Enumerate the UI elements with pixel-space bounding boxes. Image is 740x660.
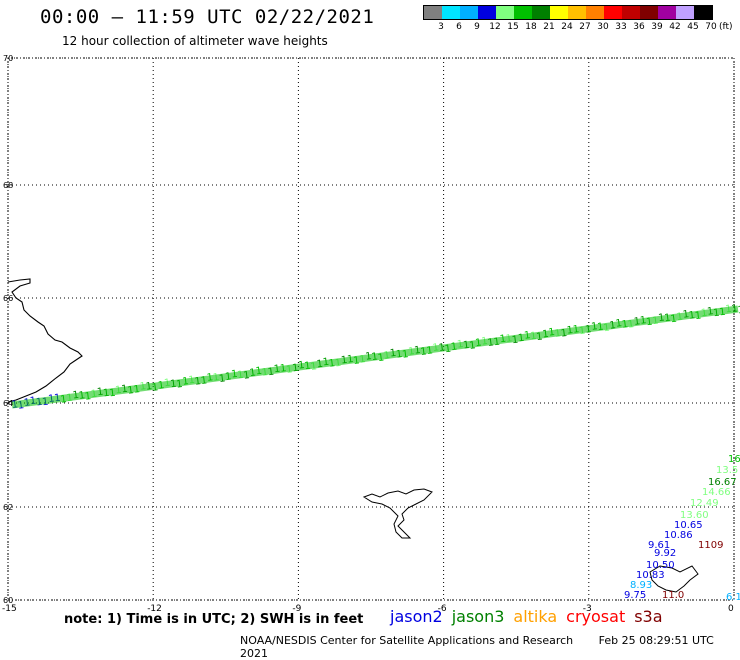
map-frame	[7, 57, 735, 601]
lat-label: 66	[3, 294, 13, 303]
legend-tick: 3	[438, 22, 444, 32]
footer-org: NOAA/NESDIS Center for Satellite Applica…	[240, 634, 574, 647]
lon-label: -15	[2, 604, 17, 614]
legend-tick: 42	[669, 22, 681, 32]
legend-tick: 45	[687, 22, 699, 32]
legend-swatch	[568, 6, 586, 19]
legend-swatch	[532, 6, 550, 19]
wave-value-cluster: 1613.516.6714.6612.4913.6010.6510.869.61…	[624, 454, 740, 603]
track-value-mark: 1	[737, 305, 740, 317]
legend-tick: 70	[705, 22, 717, 32]
satellite-track: 1111111111111111111111111111111111111111…	[11, 303, 740, 411]
map-grid	[7, 57, 735, 601]
legend-tick: 39	[651, 22, 663, 32]
legend-swatch	[640, 6, 658, 19]
lat-label: 68	[3, 181, 13, 190]
satellite-label: s3a	[634, 607, 663, 626]
cluster-value: 6.1	[726, 592, 740, 603]
lat-label: 64	[3, 399, 13, 408]
latitude-labels: 70 68 66 64 62 60	[3, 54, 13, 605]
footer: NOAA/NESDIS Center for Satellite Applica…	[240, 634, 740, 660]
legend-swatch	[694, 6, 712, 19]
legend-tick: 33	[615, 22, 627, 32]
lon-label: -12	[147, 604, 162, 614]
cluster-value: 13.5	[716, 465, 738, 476]
track-band	[11, 305, 739, 409]
lat-label: 62	[3, 503, 13, 512]
cluster-value: 10.86	[664, 530, 693, 541]
cluster-value: 9.75	[624, 590, 646, 601]
lat-label: 60	[3, 596, 13, 605]
legend-tick: 27	[579, 22, 591, 32]
satellite-label: cryosat	[566, 607, 626, 626]
legend-tick: 6	[456, 22, 462, 32]
cluster-value: 8.93	[630, 580, 652, 591]
cluster-value: 10.50	[646, 560, 675, 571]
legend-swatch	[514, 6, 532, 19]
legend-ticks: 3 6 9 12 15 18 21 24 27 30 33 36 39 42 45 70	[423, 22, 740, 34]
legend-unit: (ft)	[719, 22, 733, 32]
legend-tick: 15	[507, 22, 519, 32]
page-title: 00:00 – 11:59 UTC 02/22/2021	[40, 6, 375, 28]
legend-swatch	[460, 6, 478, 19]
legend-swatch	[676, 6, 694, 19]
legend-color-bar	[423, 5, 713, 20]
legend-swatch	[622, 6, 640, 19]
satellite-legend: jason2 jason3 altika cryosat s3a	[390, 607, 672, 626]
lat-label: 70	[3, 54, 13, 63]
cluster-value: 9.92	[654, 548, 676, 559]
legend-tick: 12	[489, 22, 501, 32]
legend-swatch	[478, 6, 496, 19]
lon-label: -6	[438, 604, 447, 614]
legend-swatch	[424, 6, 442, 19]
cluster-value: 9.61	[648, 540, 670, 551]
cluster-value: 1109	[698, 540, 723, 551]
legend-swatch	[550, 6, 568, 19]
footnote: note: 1) Time is in UTC; 2) SWH is in fe…	[64, 612, 364, 627]
cluster-value: 11.0	[662, 590, 684, 601]
legend-swatch	[586, 6, 604, 19]
legend-swatch	[604, 6, 622, 19]
lon-label: -3	[583, 604, 592, 614]
legend-tick: 9	[474, 22, 480, 32]
cluster-value: 12.49	[690, 498, 719, 509]
faroe-coast	[362, 488, 433, 539]
lon-label: 0	[728, 604, 734, 614]
wave-height-legend: 3 6 9 12 15 18 21 24 27 30 33 36 39 42 45 70 (ft)	[423, 5, 733, 32]
cluster-value: 10.65	[674, 520, 703, 531]
satellite-label: jason3	[451, 607, 505, 626]
legend-swatch	[658, 6, 676, 19]
satellite-label: jason2	[390, 607, 443, 626]
legend-swatch	[496, 6, 514, 19]
longitude-labels: -15 -12 -9 -6 -3 0	[2, 604, 734, 614]
iceland-coast	[7, 278, 83, 403]
lon-label: -9	[292, 604, 301, 614]
satellite-label: altika	[513, 607, 558, 626]
legend-tick: 30	[597, 22, 609, 32]
coastlines	[7, 278, 699, 593]
cluster-value: 10.83	[636, 570, 665, 581]
cluster-value: 13.60	[680, 510, 709, 521]
cluster-value: 16.67	[708, 477, 737, 488]
legend-tick: 21	[543, 22, 555, 32]
legend-tick: 36	[633, 22, 645, 32]
legend-tick: 24	[561, 22, 573, 32]
page-subtitle: 12 hour collection of altimeter wave hei…	[62, 34, 328, 48]
legend-swatch	[442, 6, 460, 19]
legend-tick: 18	[525, 22, 537, 32]
cluster-value: 16	[728, 454, 740, 465]
cluster-value: 14.66	[702, 487, 731, 498]
shetland-coast	[649, 565, 699, 593]
